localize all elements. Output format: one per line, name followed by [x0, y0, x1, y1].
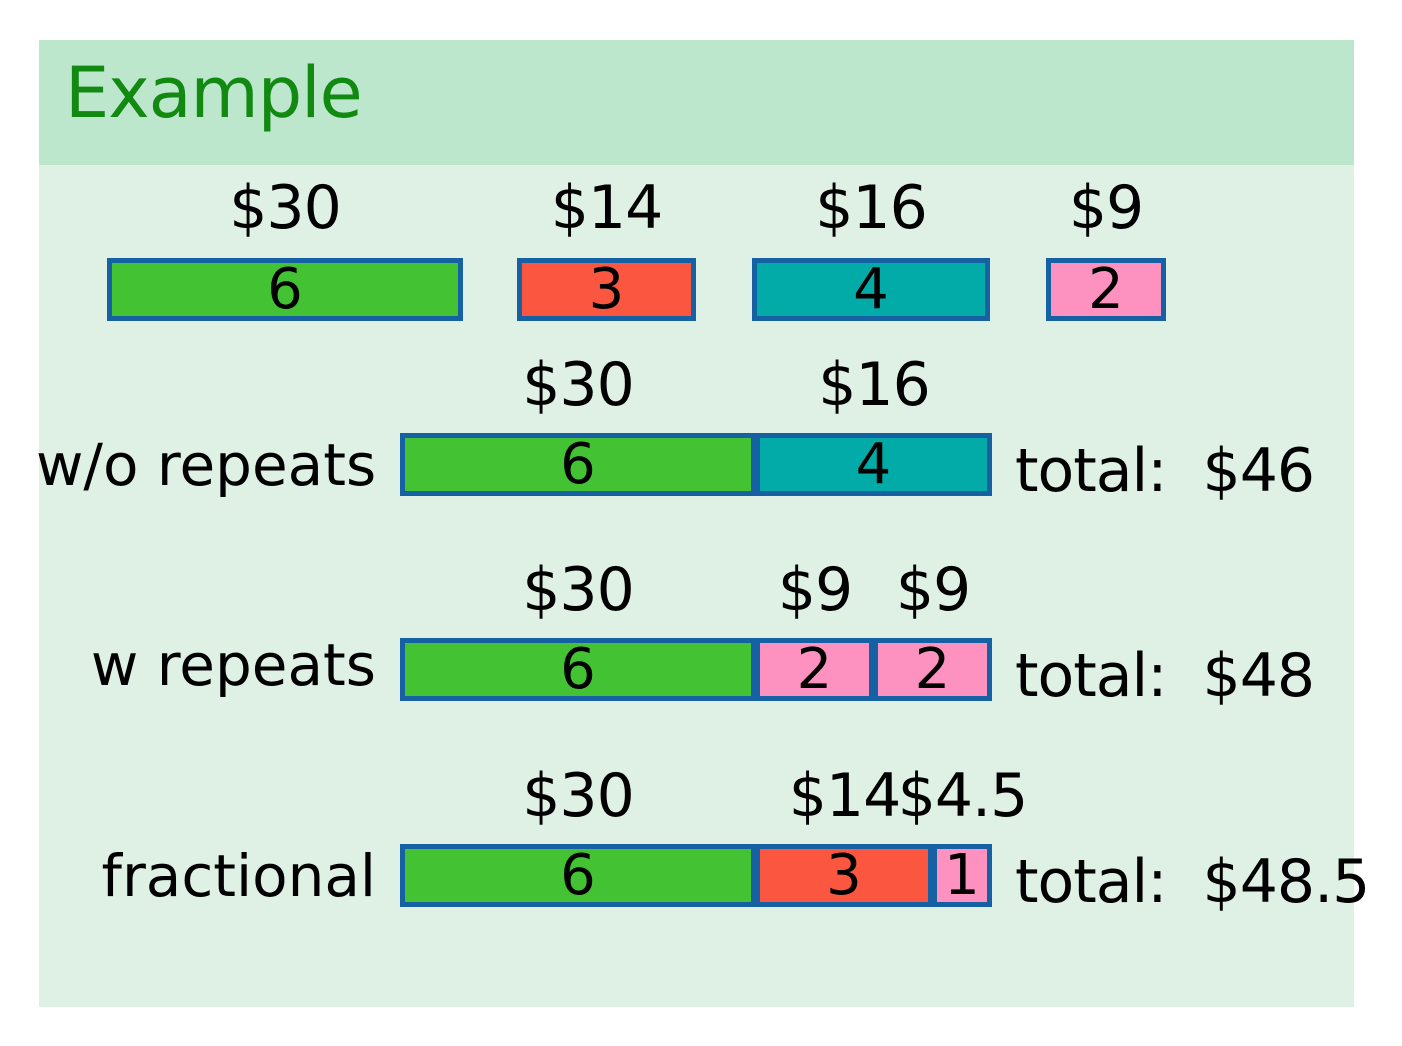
item-price: $9 — [1068, 173, 1144, 243]
row-total: total: $48.5 — [1015, 847, 1370, 917]
row-label: w/o repeats — [36, 431, 377, 499]
row-total: total: $46 — [1015, 436, 1315, 506]
packed-segment: 2 — [874, 638, 992, 701]
packed-segment: 4 — [756, 433, 992, 496]
segment-price: $30 — [522, 350, 635, 420]
item-bar: 4 — [752, 258, 990, 321]
block-title-bar: Example — [39, 40, 1354, 165]
packed-segment: 6 — [400, 844, 756, 907]
item-bar: 2 — [1046, 258, 1166, 321]
segment-price: $14 — [788, 761, 902, 831]
segment-price: $30 — [522, 761, 635, 831]
packed-segment: 2 — [756, 638, 874, 701]
packed-segment: 6 — [400, 433, 756, 496]
row-label: fractional — [101, 842, 376, 910]
segment-price: $30 — [522, 555, 635, 625]
row-label: w repeats — [90, 631, 376, 699]
item-bar: 3 — [517, 258, 696, 321]
item-price: $14 — [550, 173, 664, 243]
segment-price: $4.5 — [897, 761, 1029, 831]
item-price: $16 — [815, 173, 928, 243]
item-price: $30 — [229, 173, 342, 243]
packed-segment: 6 — [400, 638, 756, 701]
row-total: total: $48 — [1015, 641, 1315, 711]
block-title: Example — [65, 52, 363, 134]
packed-segment: 1 — [933, 844, 992, 907]
segment-price: $9 — [895, 555, 971, 625]
packed-segment: 3 — [756, 844, 933, 907]
segment-price: $16 — [818, 350, 931, 420]
item-bar: 6 — [107, 258, 463, 321]
segment-price: $9 — [777, 555, 853, 625]
